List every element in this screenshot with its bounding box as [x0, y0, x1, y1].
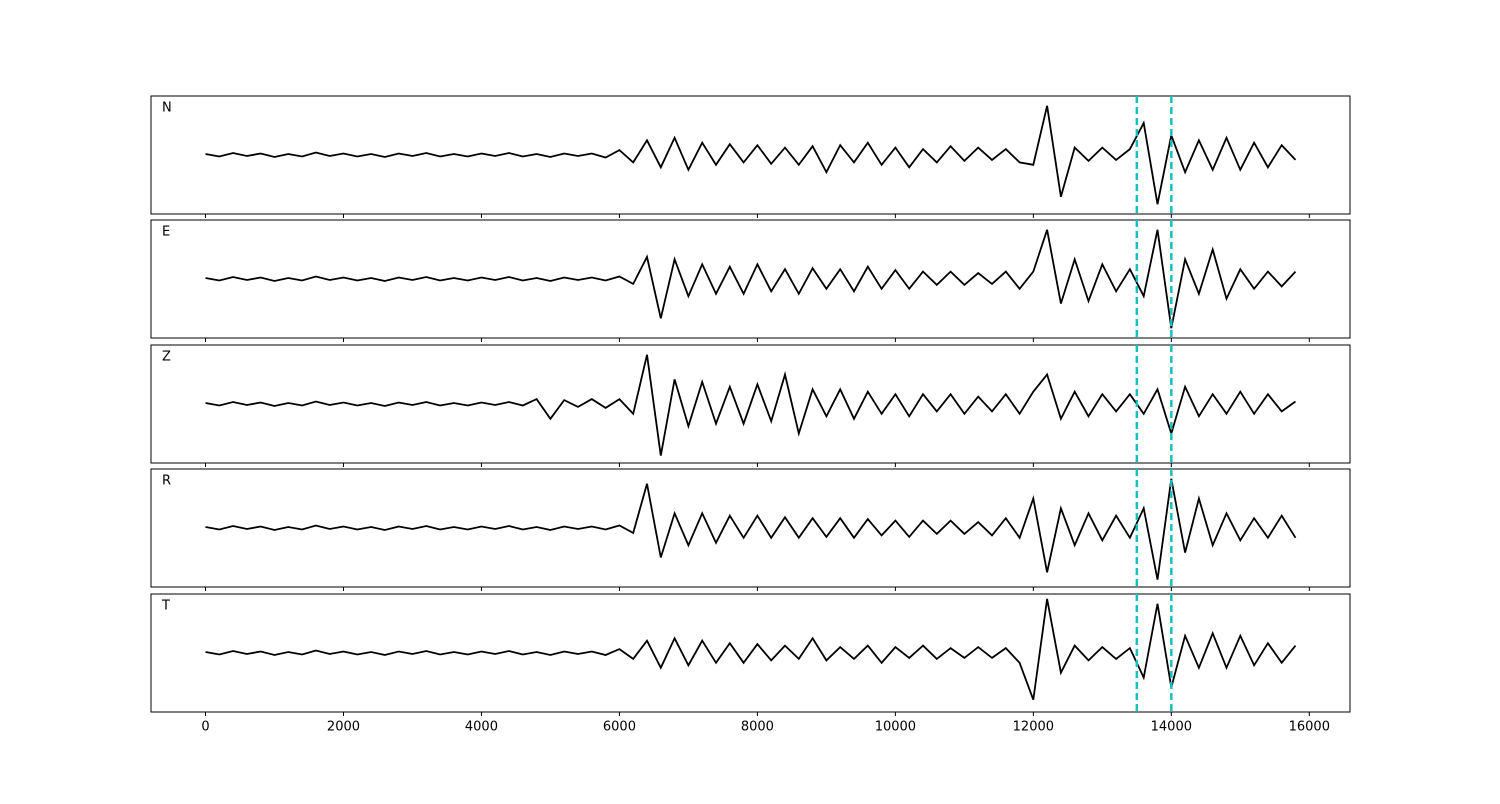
trace — [205, 598, 1297, 701]
x-tick-label: 12000 — [1013, 720, 1054, 735]
x-tick-label: 6000 — [603, 720, 636, 735]
x-tick-label: 8000 — [741, 720, 774, 735]
panel-frame — [150, 593, 1351, 713]
trace — [205, 229, 1297, 329]
panel-label: E — [162, 225, 170, 240]
x-tick-label: 16000 — [1289, 720, 1330, 735]
panel-label: N — [162, 101, 172, 116]
trace — [205, 105, 1297, 205]
trace — [205, 354, 1297, 456]
x-tick-label: 4000 — [465, 720, 498, 735]
panel-label: Z — [162, 350, 171, 365]
x-tick-label: 2000 — [327, 720, 360, 735]
trace — [205, 478, 1297, 580]
x-tick-label: 10000 — [875, 720, 916, 735]
panel-frame — [150, 95, 1351, 215]
x-tick-label: 0 — [201, 720, 209, 735]
panel-label: R — [162, 474, 171, 489]
x-tick-label: 14000 — [1151, 720, 1192, 735]
panel-label: T — [161, 599, 170, 614]
panel-frame — [150, 344, 1351, 464]
panel-frame — [150, 468, 1351, 588]
panel-frame — [150, 219, 1351, 339]
